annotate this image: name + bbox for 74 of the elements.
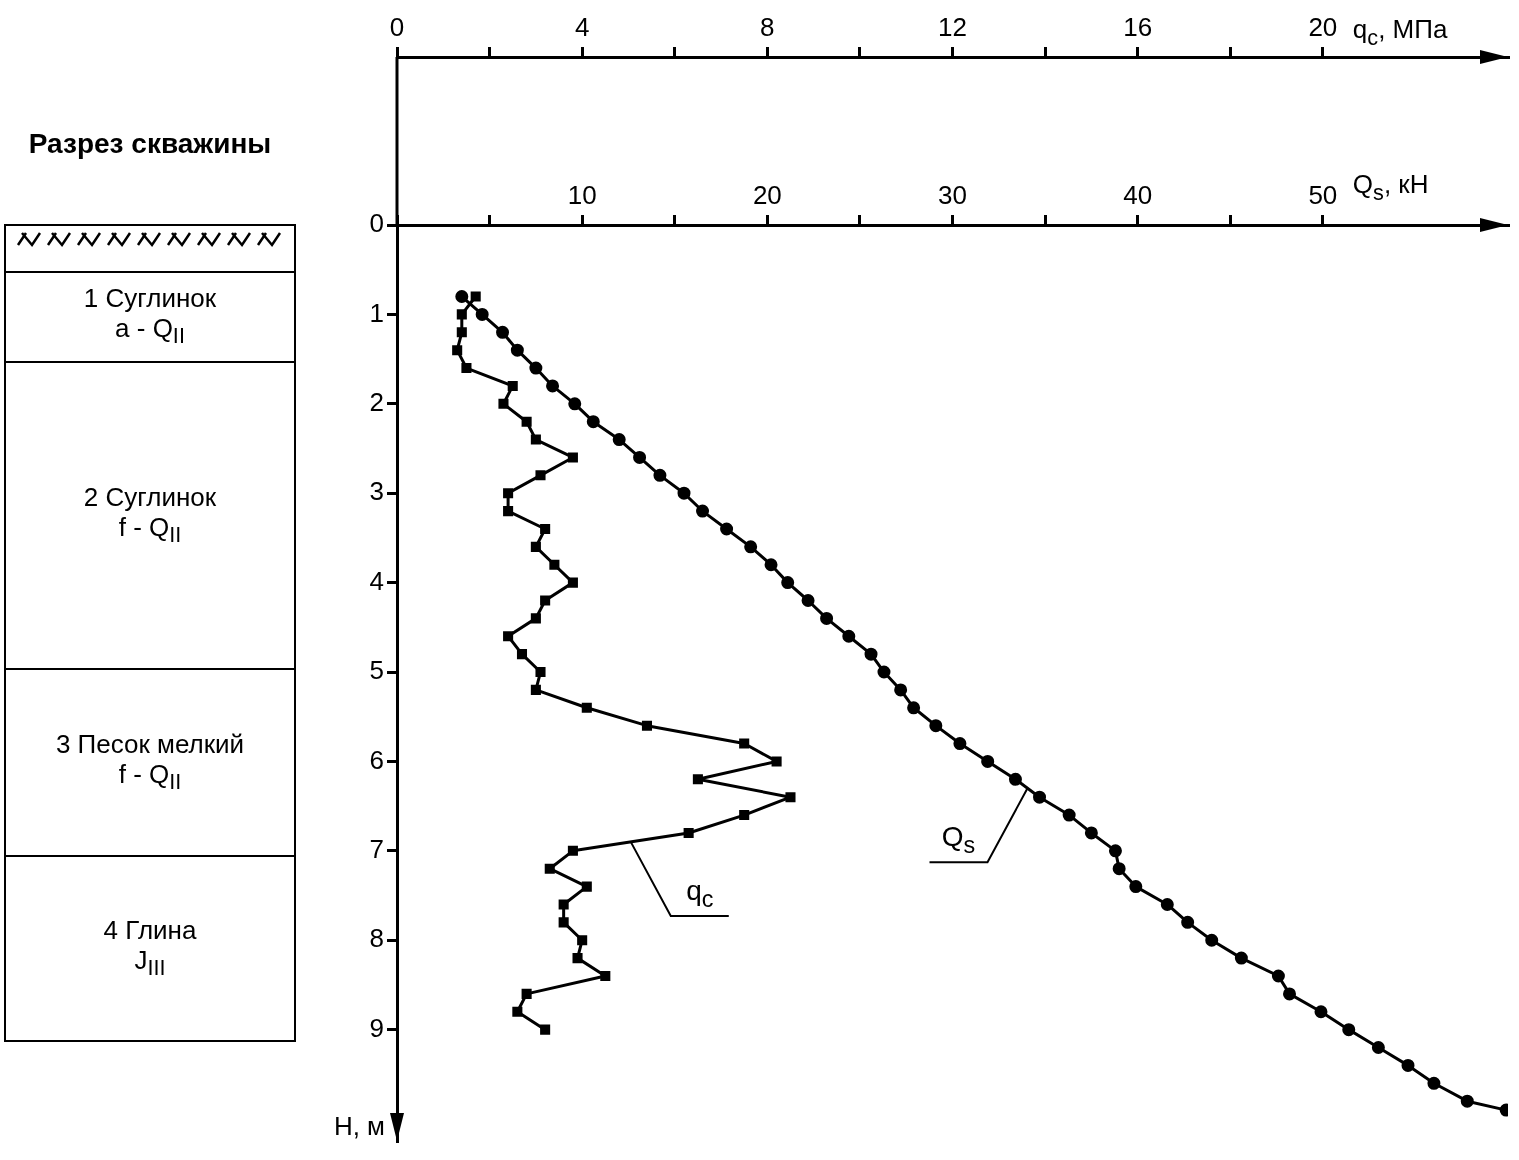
- point: [720, 522, 734, 536]
- point: [586, 415, 600, 429]
- x-axis-title: Q$_{s}$, кН: [1352, 169, 1429, 206]
- point: [1033, 790, 1047, 804]
- y-tick-label: 2: [369, 386, 384, 417]
- y-axis-title: H, м: [333, 1111, 385, 1143]
- point: [653, 468, 667, 482]
- point: [953, 737, 967, 751]
- point: [1129, 880, 1143, 894]
- point: [781, 576, 795, 590]
- point: [1062, 808, 1076, 822]
- y-tick-label: 7: [369, 834, 384, 865]
- point: [1112, 862, 1126, 876]
- series-label: q$_{c}$: [686, 875, 714, 913]
- point: [1008, 772, 1022, 786]
- point: [510, 343, 524, 357]
- point: [1271, 969, 1285, 983]
- text: Разрез скважины: [27, 128, 273, 161]
- y-tick-label: 4: [369, 565, 384, 596]
- y-tick-label: 5: [369, 655, 384, 686]
- x2-tick-label: 12: [938, 11, 967, 42]
- x-tick-label: 50: [1308, 179, 1338, 210]
- point: [894, 683, 908, 697]
- point: [1314, 1005, 1328, 1019]
- point: [1108, 844, 1122, 858]
- y-tick-label: 8: [369, 923, 384, 954]
- x-tick-label: 10: [567, 179, 597, 210]
- point: [568, 397, 582, 411]
- x-tick-label: 40: [1123, 179, 1153, 210]
- y-tick-label: 0: [369, 208, 384, 239]
- x-tick-label: 30: [938, 179, 967, 210]
- point: [1283, 987, 1296, 1001]
- point: [1427, 1076, 1441, 1090]
- point: [907, 701, 921, 715]
- point: [529, 361, 543, 375]
- point: [764, 558, 778, 572]
- point: [1084, 826, 1098, 840]
- point: [1181, 915, 1195, 929]
- point: [455, 290, 469, 304]
- point: [1460, 1094, 1474, 1108]
- x-tick-label: 20: [752, 179, 782, 210]
- point: [1234, 951, 1248, 965]
- point: [929, 719, 943, 733]
- series-label: Q$_{s}$: [941, 821, 976, 859]
- point: [696, 504, 710, 518]
- y-tick-label: 6: [369, 744, 384, 775]
- point: [677, 486, 691, 500]
- point: [1342, 1023, 1356, 1037]
- x2-tick-label: 0: [389, 11, 405, 42]
- y-tick-label: 1: [369, 297, 384, 328]
- point: [633, 450, 647, 464]
- point: [877, 665, 891, 679]
- y-tick-label: 3: [369, 476, 384, 507]
- borehole-column: 1 Суглинок a - Q$_{II}$ 2 Суглинок f - Q$_{II}$ 3 Песок мелкий f - Q$_{II}$ 4 Глина J$_{III}$: [4, 224, 296, 1042]
- point: [801, 594, 815, 607]
- point: [1205, 933, 1219, 947]
- point: [475, 307, 489, 321]
- x2-tick-label: 20: [1308, 11, 1338, 42]
- point: [1160, 897, 1174, 911]
- point: [820, 611, 834, 625]
- point: [744, 540, 758, 554]
- x2-axis-title: q$_{c}$, МПа: [1352, 14, 1448, 51]
- point: [612, 433, 626, 447]
- x2-tick-label: 4: [574, 11, 590, 42]
- point: [1371, 1041, 1385, 1055]
- point: [981, 754, 995, 768]
- point: [496, 325, 510, 339]
- x2-tick-label: 16: [1123, 11, 1153, 42]
- point: [864, 647, 878, 661]
- x2-tick-label: 8: [760, 11, 775, 42]
- y-tick-label: 9: [369, 1012, 384, 1043]
- point: [842, 629, 856, 643]
- point: [546, 379, 560, 393]
- point: [1401, 1058, 1415, 1072]
